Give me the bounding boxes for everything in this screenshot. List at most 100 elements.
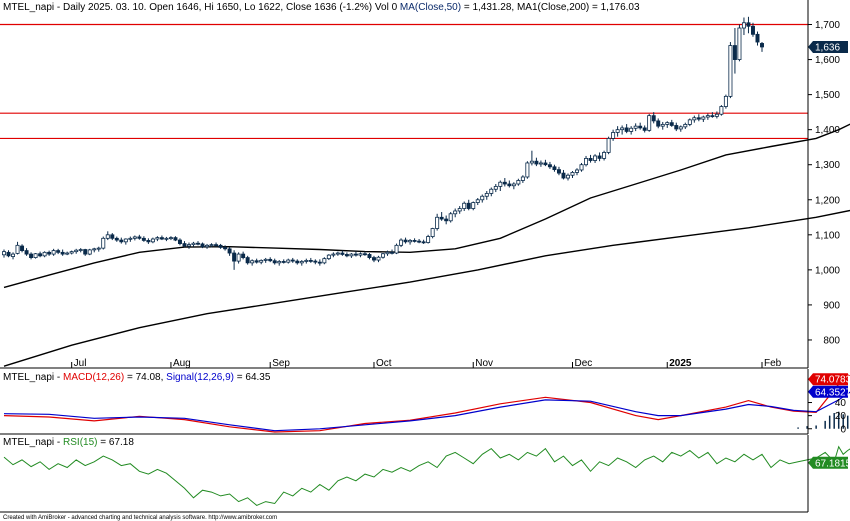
candle-140: [633, 123, 638, 132]
candle-99: [448, 212, 453, 223]
candle-body-105: [475, 199, 480, 203]
candle-158: [714, 111, 719, 119]
candle-body-18: [83, 249, 88, 255]
candle-55: [250, 259, 255, 266]
candle-body-96: [435, 216, 440, 229]
price-tick-label-0: 800: [823, 335, 840, 346]
close-price-tag: 1,636: [808, 40, 848, 53]
candle-79: [358, 252, 363, 258]
macd-value-tag: 74.0783: [808, 373, 850, 386]
candle-157: [710, 112, 715, 118]
candle-body-126: [570, 172, 575, 176]
candle-body-26: [119, 239, 124, 243]
candle-body-140: [633, 125, 638, 129]
candle-body-125: [566, 174, 570, 179]
candle-121: [547, 161, 552, 169]
candle-body-25: [114, 237, 119, 241]
candle-109: [493, 183, 498, 193]
candle-body-82: [371, 257, 376, 261]
candle-body-139: [629, 127, 634, 132]
candle-106: [480, 194, 485, 203]
candle-body-113: [511, 183, 516, 187]
candle-82: [371, 255, 376, 263]
close-price-tag-shape: [808, 40, 848, 53]
candle-131: [593, 154, 598, 163]
candle-body-94: [426, 236, 431, 243]
panel-frames: [0, 0, 809, 513]
candle-body-133: [602, 152, 607, 159]
candle-body-63: [286, 259, 291, 263]
candle-67: [304, 258, 309, 264]
candle-56: [254, 258, 259, 264]
candle-body-166: [750, 25, 755, 35]
price-tick-label-3: 1,100: [815, 230, 840, 241]
candle-body-81: [367, 254, 372, 258]
candle-165: [746, 16, 751, 34]
candle-body-72: [326, 254, 331, 260]
macd-header-sep: -: [54, 372, 63, 383]
candle-75: [340, 250, 345, 256]
candle-body-116: [525, 162, 530, 178]
candle-94: [426, 234, 431, 244]
rsi-header-label: RSI(15): [63, 437, 97, 448]
macd-line: [3, 374, 850, 433]
candle-1: [6, 250, 11, 258]
candle-body-29: [132, 236, 137, 239]
month-label-4: Nov: [475, 358, 493, 369]
candle-119: [538, 160, 543, 167]
candle-body-1: [6, 251, 11, 257]
candle-32: [146, 238, 151, 244]
candle-10: [47, 250, 52, 256]
candle-body-45: [205, 244, 210, 248]
candle-44: [200, 242, 205, 249]
candle-body-130: [588, 158, 593, 161]
candle-70: [317, 259, 322, 266]
candle-130: [588, 154, 593, 163]
candle-104: [471, 201, 476, 211]
candlesticks: [2, 16, 764, 270]
candle-body-37: [168, 237, 173, 240]
candle-body-123: [556, 169, 561, 174]
macd-histogram: [797, 411, 849, 429]
candle-155: [701, 115, 706, 122]
candle-body-83: [376, 256, 381, 261]
candle-96: [435, 213, 440, 231]
candle-123: [556, 166, 561, 176]
candle-body-50: [227, 248, 232, 254]
candle-85: [385, 250, 390, 256]
candle-166: [750, 22, 755, 37]
candle-body-31: [141, 237, 146, 241]
signal-line: [3, 391, 850, 432]
candle-64: [290, 257, 295, 263]
candle-body-60: [272, 260, 277, 264]
candle-body-46: [209, 244, 214, 247]
candle-body-40: [182, 243, 187, 247]
candle-body-69: [313, 260, 318, 263]
candle-body-148: [669, 122, 674, 126]
candle-151: [683, 122, 688, 129]
price-header-ma200-value: = 1,176.03: [589, 2, 640, 13]
candle-body-13: [60, 251, 65, 255]
candle-body-97: [439, 216, 444, 220]
candle-body-24: [110, 234, 115, 239]
month-label-5: Dec: [575, 358, 593, 369]
candle-19: [87, 248, 92, 256]
price-header-text: - Daily 2025. 03. 10. Open 1646, Hi 1650…: [54, 2, 400, 13]
candle-76: [344, 252, 349, 258]
macd-tick-label-1: 20: [835, 411, 847, 422]
candle-body-3: [15, 244, 20, 254]
candle-body-21: [96, 247, 101, 250]
month-label-7: Feb: [764, 358, 782, 369]
candle-body-84: [381, 253, 385, 258]
candle-body-48: [218, 244, 223, 248]
candle-139: [629, 126, 634, 135]
macd-header: MTEL_napi - MACD(12,26) = 74.08, Signal(…: [3, 372, 271, 383]
candle-body-155: [701, 116, 706, 120]
candle-body-92: [417, 240, 422, 243]
candle-body-167: [755, 33, 760, 43]
candle-body-150: [678, 126, 683, 130]
candle-90: [408, 239, 413, 245]
candle-body-124: [561, 172, 566, 179]
candle-body-51: [232, 252, 237, 262]
candle-66: [299, 260, 304, 266]
